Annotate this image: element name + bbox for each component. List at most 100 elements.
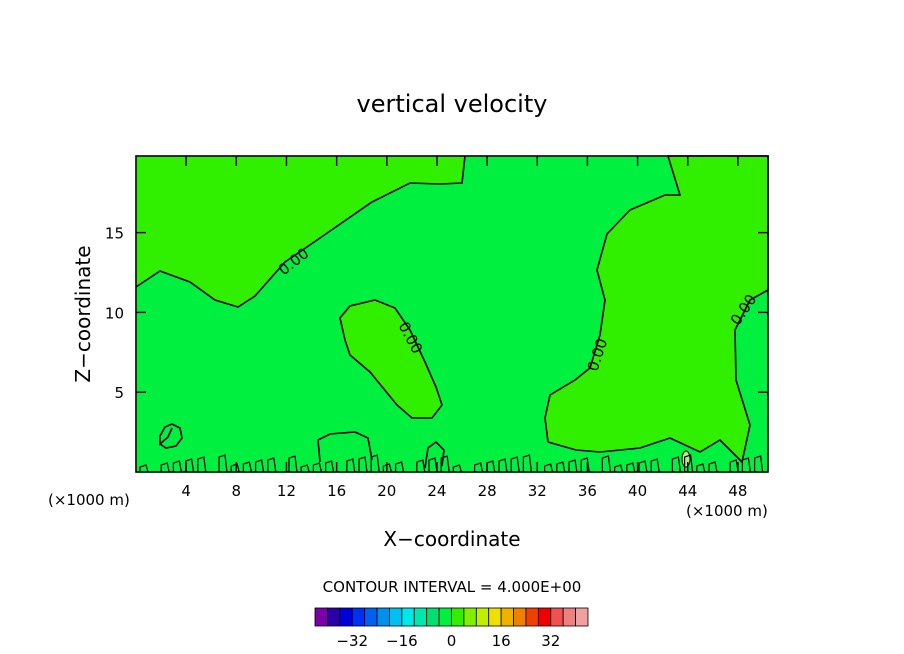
contour-surface-27 xyxy=(522,454,532,473)
x-tick-label: 4 xyxy=(181,482,191,500)
x-tick-label: 40 xyxy=(628,482,647,500)
contour-surface-21 xyxy=(440,455,450,473)
contour-surface-33 xyxy=(614,464,624,473)
x-tick-label: 44 xyxy=(678,482,697,500)
contour-surface-42 xyxy=(741,457,751,473)
chart-title: vertical velocity xyxy=(357,90,548,118)
colorbar-tick-label: −32 xyxy=(336,632,368,650)
contour-surface-8 xyxy=(255,459,265,473)
y-tick-label: 10 xyxy=(105,304,124,322)
contour-surface-39 xyxy=(696,463,706,473)
colorbar-swatch xyxy=(550,607,564,627)
colorbar-swatch xyxy=(376,607,390,627)
x-tick-label: 24 xyxy=(427,482,446,500)
positive-region-top xyxy=(136,156,768,307)
contour-surface-25 xyxy=(498,458,508,473)
contour-surface-32 xyxy=(601,455,611,473)
contour-surface-43 xyxy=(754,455,764,473)
y-tick-label: 5 xyxy=(114,384,124,402)
contour-bump-1 xyxy=(317,431,373,463)
colorbar-swatch xyxy=(351,607,366,627)
colorbar-tick-label: 16 xyxy=(492,632,511,650)
contour-surface-36 xyxy=(650,458,660,473)
positive-region-center xyxy=(340,300,442,418)
contour-surface-1 xyxy=(160,462,170,473)
x-axis: 4 8 12 16 20 24 28 32 36 40 44 48 xyxy=(181,156,747,500)
contour-bump-2 xyxy=(424,440,445,469)
colorbar-tick-label: 32 xyxy=(541,632,560,650)
x-tick-label: 32 xyxy=(528,482,547,500)
x-tick-label: 28 xyxy=(478,482,497,500)
contour-surface-28 xyxy=(544,463,554,473)
contour-surface-15 xyxy=(358,456,368,473)
contour-surface-20 xyxy=(428,457,438,473)
x-tick-label: 20 xyxy=(377,482,396,500)
contour-surface-9 xyxy=(267,457,277,473)
contour-surface-11 xyxy=(300,464,310,473)
colorbar-swatch xyxy=(575,607,589,627)
contour-surface-34 xyxy=(626,462,636,473)
contour-surface-10 xyxy=(288,455,298,473)
y-axis-label: Z−coordinate xyxy=(71,245,95,382)
plot-area: 0.000.00 0.000.00 xyxy=(135,155,769,473)
colorbar-swatch xyxy=(500,607,514,627)
y-axis: 5 10 15 xyxy=(105,225,768,402)
positive-region-right xyxy=(545,156,768,462)
colorbar-swatch xyxy=(475,607,490,627)
colorbar-swatch xyxy=(389,607,403,627)
colorbar-swatch xyxy=(562,607,576,627)
colorbar-swatch xyxy=(401,607,415,627)
x-unit-left: (×1000 m) xyxy=(48,491,130,509)
x-unit-right: (×1000 m) xyxy=(686,502,768,520)
colorbar-tick-label: −16 xyxy=(386,632,418,650)
contour-surface-38 xyxy=(684,454,694,473)
contour-surface-12 xyxy=(312,462,322,473)
colorbar xyxy=(314,607,589,627)
contour-surface-37 xyxy=(671,456,681,473)
colorbar-swatch xyxy=(426,607,440,627)
contour-surface-7 xyxy=(242,461,252,473)
contour-surface-35 xyxy=(638,460,648,473)
contour-surface-23 xyxy=(474,462,484,473)
x-axis-label: X−coordinate xyxy=(383,527,520,551)
colorbar-swatch xyxy=(525,607,539,627)
colorbar-swatch xyxy=(413,607,428,627)
plot-frame xyxy=(135,155,769,473)
contour-surface-14 xyxy=(346,458,356,473)
colorbar-swatch xyxy=(463,607,477,627)
colorbar-swatch xyxy=(513,607,527,627)
colorbar-swatch xyxy=(327,607,341,627)
contour-surface-0 xyxy=(139,464,149,473)
contour-surface-29 xyxy=(556,461,566,473)
x-tick-label: 48 xyxy=(728,482,747,500)
contour-surface-41 xyxy=(729,459,739,473)
x-tick-label: 16 xyxy=(327,482,346,500)
contour-surface-31 xyxy=(580,457,590,473)
contour-surface-19 xyxy=(416,459,426,473)
contour-surface-18 xyxy=(395,461,405,473)
contour-interval-text: CONTOUR INTERVAL = 4.000E+00 xyxy=(323,578,582,596)
contour-surface-4 xyxy=(197,456,207,473)
contour-surface-30 xyxy=(568,459,578,473)
colorbar-swatch xyxy=(438,607,452,627)
contour-surface-22 xyxy=(452,464,462,473)
contour-surface-5 xyxy=(218,454,228,473)
contour-surface-16 xyxy=(370,454,380,473)
colorbar-tick-label: 0 xyxy=(447,632,457,650)
positive-cell-small xyxy=(681,450,691,468)
contour-surface-13 xyxy=(325,460,335,473)
contour-top xyxy=(135,155,466,308)
colorbar-swatch xyxy=(364,607,378,627)
colorbar-swatch xyxy=(451,607,465,627)
colorbar-tick-labels: −32 −16 0 16 32 xyxy=(336,632,560,650)
contour-surface-6 xyxy=(230,463,240,473)
contour-surface-2 xyxy=(172,460,182,473)
y-tick-label: 15 xyxy=(105,225,124,243)
contour-small-loop xyxy=(159,423,183,449)
colorbar-swatch xyxy=(314,607,328,627)
colorbar-swatch xyxy=(339,607,353,627)
contour-surface-40 xyxy=(708,461,718,473)
positive-regions xyxy=(136,156,768,468)
colorbar-swatch xyxy=(537,607,552,627)
